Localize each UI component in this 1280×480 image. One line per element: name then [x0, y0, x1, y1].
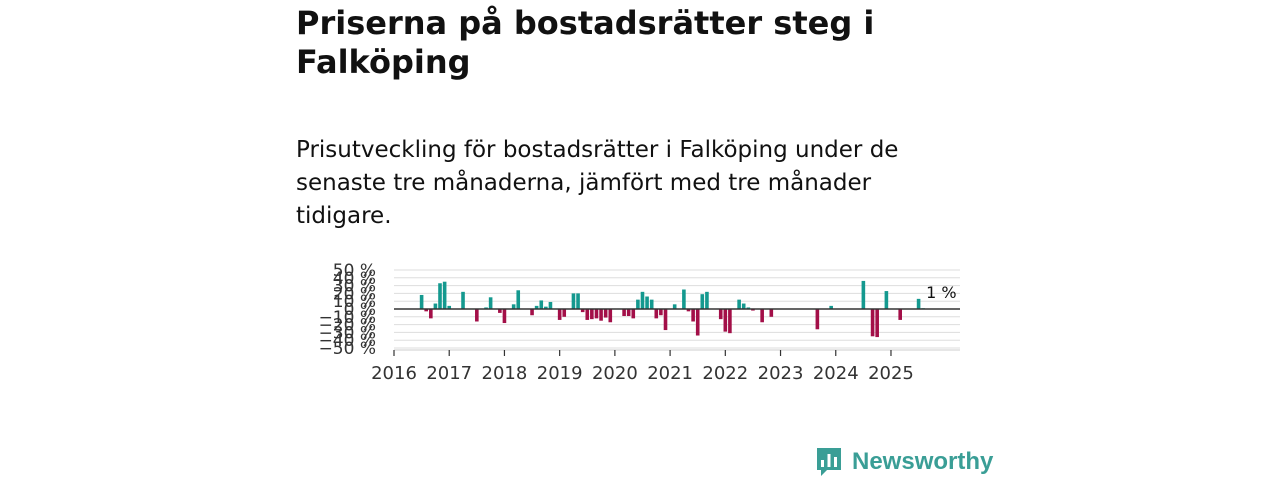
y-tick-label: 0 %	[344, 300, 376, 320]
bar	[815, 309, 820, 330]
y-tick-label: 30 %	[333, 277, 376, 297]
bar	[429, 309, 433, 319]
x-tick-label: 2021	[647, 363, 693, 384]
bar	[557, 309, 562, 320]
bar	[590, 309, 594, 320]
bar	[461, 291, 465, 309]
bar	[608, 309, 613, 323]
x-tick-label: 2018	[482, 363, 528, 384]
bar	[769, 309, 774, 317]
bar	[875, 309, 879, 338]
bar	[631, 309, 636, 319]
bar	[723, 309, 728, 332]
bar	[576, 293, 580, 309]
bar	[760, 309, 764, 323]
y-tick-label: −50 %	[319, 339, 376, 359]
logo-text: Newsworthy	[852, 448, 994, 475]
bar	[438, 283, 442, 309]
x-tick-label: 2016	[371, 363, 417, 384]
bar	[861, 280, 866, 309]
bar	[594, 309, 599, 319]
bar	[829, 305, 833, 309]
bar	[636, 299, 640, 309]
bar	[447, 305, 452, 309]
bar	[700, 294, 705, 309]
last-value-label: 1 %	[926, 283, 956, 302]
y-tick-label: −40 %	[319, 331, 376, 351]
page-title: Priserna på bostadsrätter steg i Falköpi…	[296, 4, 875, 81]
bar	[916, 298, 921, 309]
bar	[539, 300, 544, 309]
bars	[419, 280, 925, 338]
bar	[649, 299, 654, 309]
bar	[741, 303, 746, 309]
bar	[654, 309, 659, 319]
bar	[498, 309, 502, 313]
bar	[603, 309, 608, 318]
bar	[442, 281, 447, 309]
y-tick-label: 10 %	[333, 292, 376, 312]
bar	[705, 291, 709, 309]
bar	[682, 289, 686, 309]
bar	[571, 293, 576, 309]
y-tick-label: −30 %	[319, 323, 376, 343]
x-tick-label: 2023	[758, 363, 804, 384]
bar	[488, 297, 493, 309]
bar	[516, 290, 521, 309]
bar	[544, 306, 548, 309]
y-tick-label: 50 %	[333, 261, 376, 281]
bar	[659, 309, 663, 316]
bar	[530, 309, 534, 316]
newsworthy-logo: Newsworthy	[815, 446, 993, 478]
y-tick-label: −20 %	[319, 316, 376, 336]
bar	[898, 309, 902, 320]
y-tick-label: 40 %	[333, 269, 376, 289]
bar	[663, 309, 668, 331]
bar	[640, 291, 645, 309]
y-tick-label: −10 %	[319, 308, 376, 328]
bar	[502, 309, 507, 324]
bar	[884, 291, 889, 309]
bar	[475, 309, 479, 322]
bar	[686, 309, 691, 312]
bar	[585, 309, 590, 320]
y-tick-labels: −50 %−40 %−30 %−20 %−10 %0 %10 %20 %30 %…	[319, 261, 376, 359]
bar	[718, 309, 723, 320]
x-tick-label: 2022	[702, 363, 748, 384]
bar	[599, 309, 603, 321]
bar	[511, 304, 516, 309]
bar	[728, 309, 732, 334]
x-tick-label: 2025	[868, 363, 914, 384]
x-tick-label: 2020	[592, 363, 638, 384]
bar	[737, 299, 741, 309]
page-subtitle: Prisutveckling för bostadsrätter i Falkö…	[296, 137, 899, 229]
bar	[419, 294, 424, 309]
y-tick-label: 20 %	[333, 284, 376, 304]
bar	[870, 309, 875, 337]
x-tick-labels: 2016 2017 2018 2019 2020 2021 2022 2023 2024 2025	[371, 350, 914, 384]
bar	[691, 309, 695, 322]
bar	[433, 303, 438, 309]
gridlines	[394, 269, 960, 349]
bar	[622, 309, 626, 317]
price-change-bar-chart: −50 %−40 %−30 %−20 %−10 %0 %10 %20 %30 %…	[319, 261, 960, 384]
newsworthy-bar-chart-icon	[817, 448, 841, 476]
bar	[562, 309, 567, 317]
bar	[580, 309, 585, 313]
bar	[534, 305, 539, 309]
x-tick-label: 2017	[426, 363, 472, 384]
x-tick-label: 2024	[813, 363, 859, 384]
bar	[548, 301, 553, 309]
bar	[672, 304, 677, 309]
bar	[645, 296, 649, 309]
bar	[695, 309, 700, 336]
bar	[626, 309, 631, 317]
x-tick-label: 2019	[537, 363, 583, 384]
bar	[424, 309, 428, 312]
